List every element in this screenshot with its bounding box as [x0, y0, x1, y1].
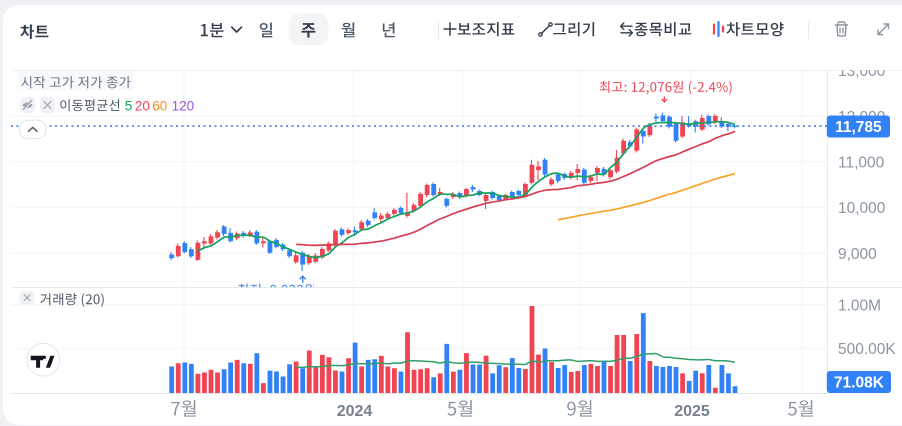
svg-text:11,785: 11,785 [835, 119, 882, 136]
svg-text:20: 20 [135, 98, 150, 113]
svg-text:1.00M: 1.00M [838, 297, 881, 314]
svg-text:71.08K: 71.08K [834, 375, 885, 392]
svg-text:5: 5 [125, 98, 133, 113]
svg-text:2024: 2024 [337, 403, 373, 420]
svg-text:500.00K: 500.00K [838, 341, 896, 358]
svg-text:11,000: 11,000 [838, 155, 885, 172]
svg-text:10,000: 10,000 [838, 200, 886, 217]
svg-text:2025: 2025 [674, 403, 710, 420]
svg-text:120: 120 [172, 98, 195, 113]
svg-text:60: 60 [152, 98, 167, 113]
svg-text:9,000: 9,000 [838, 246, 877, 263]
